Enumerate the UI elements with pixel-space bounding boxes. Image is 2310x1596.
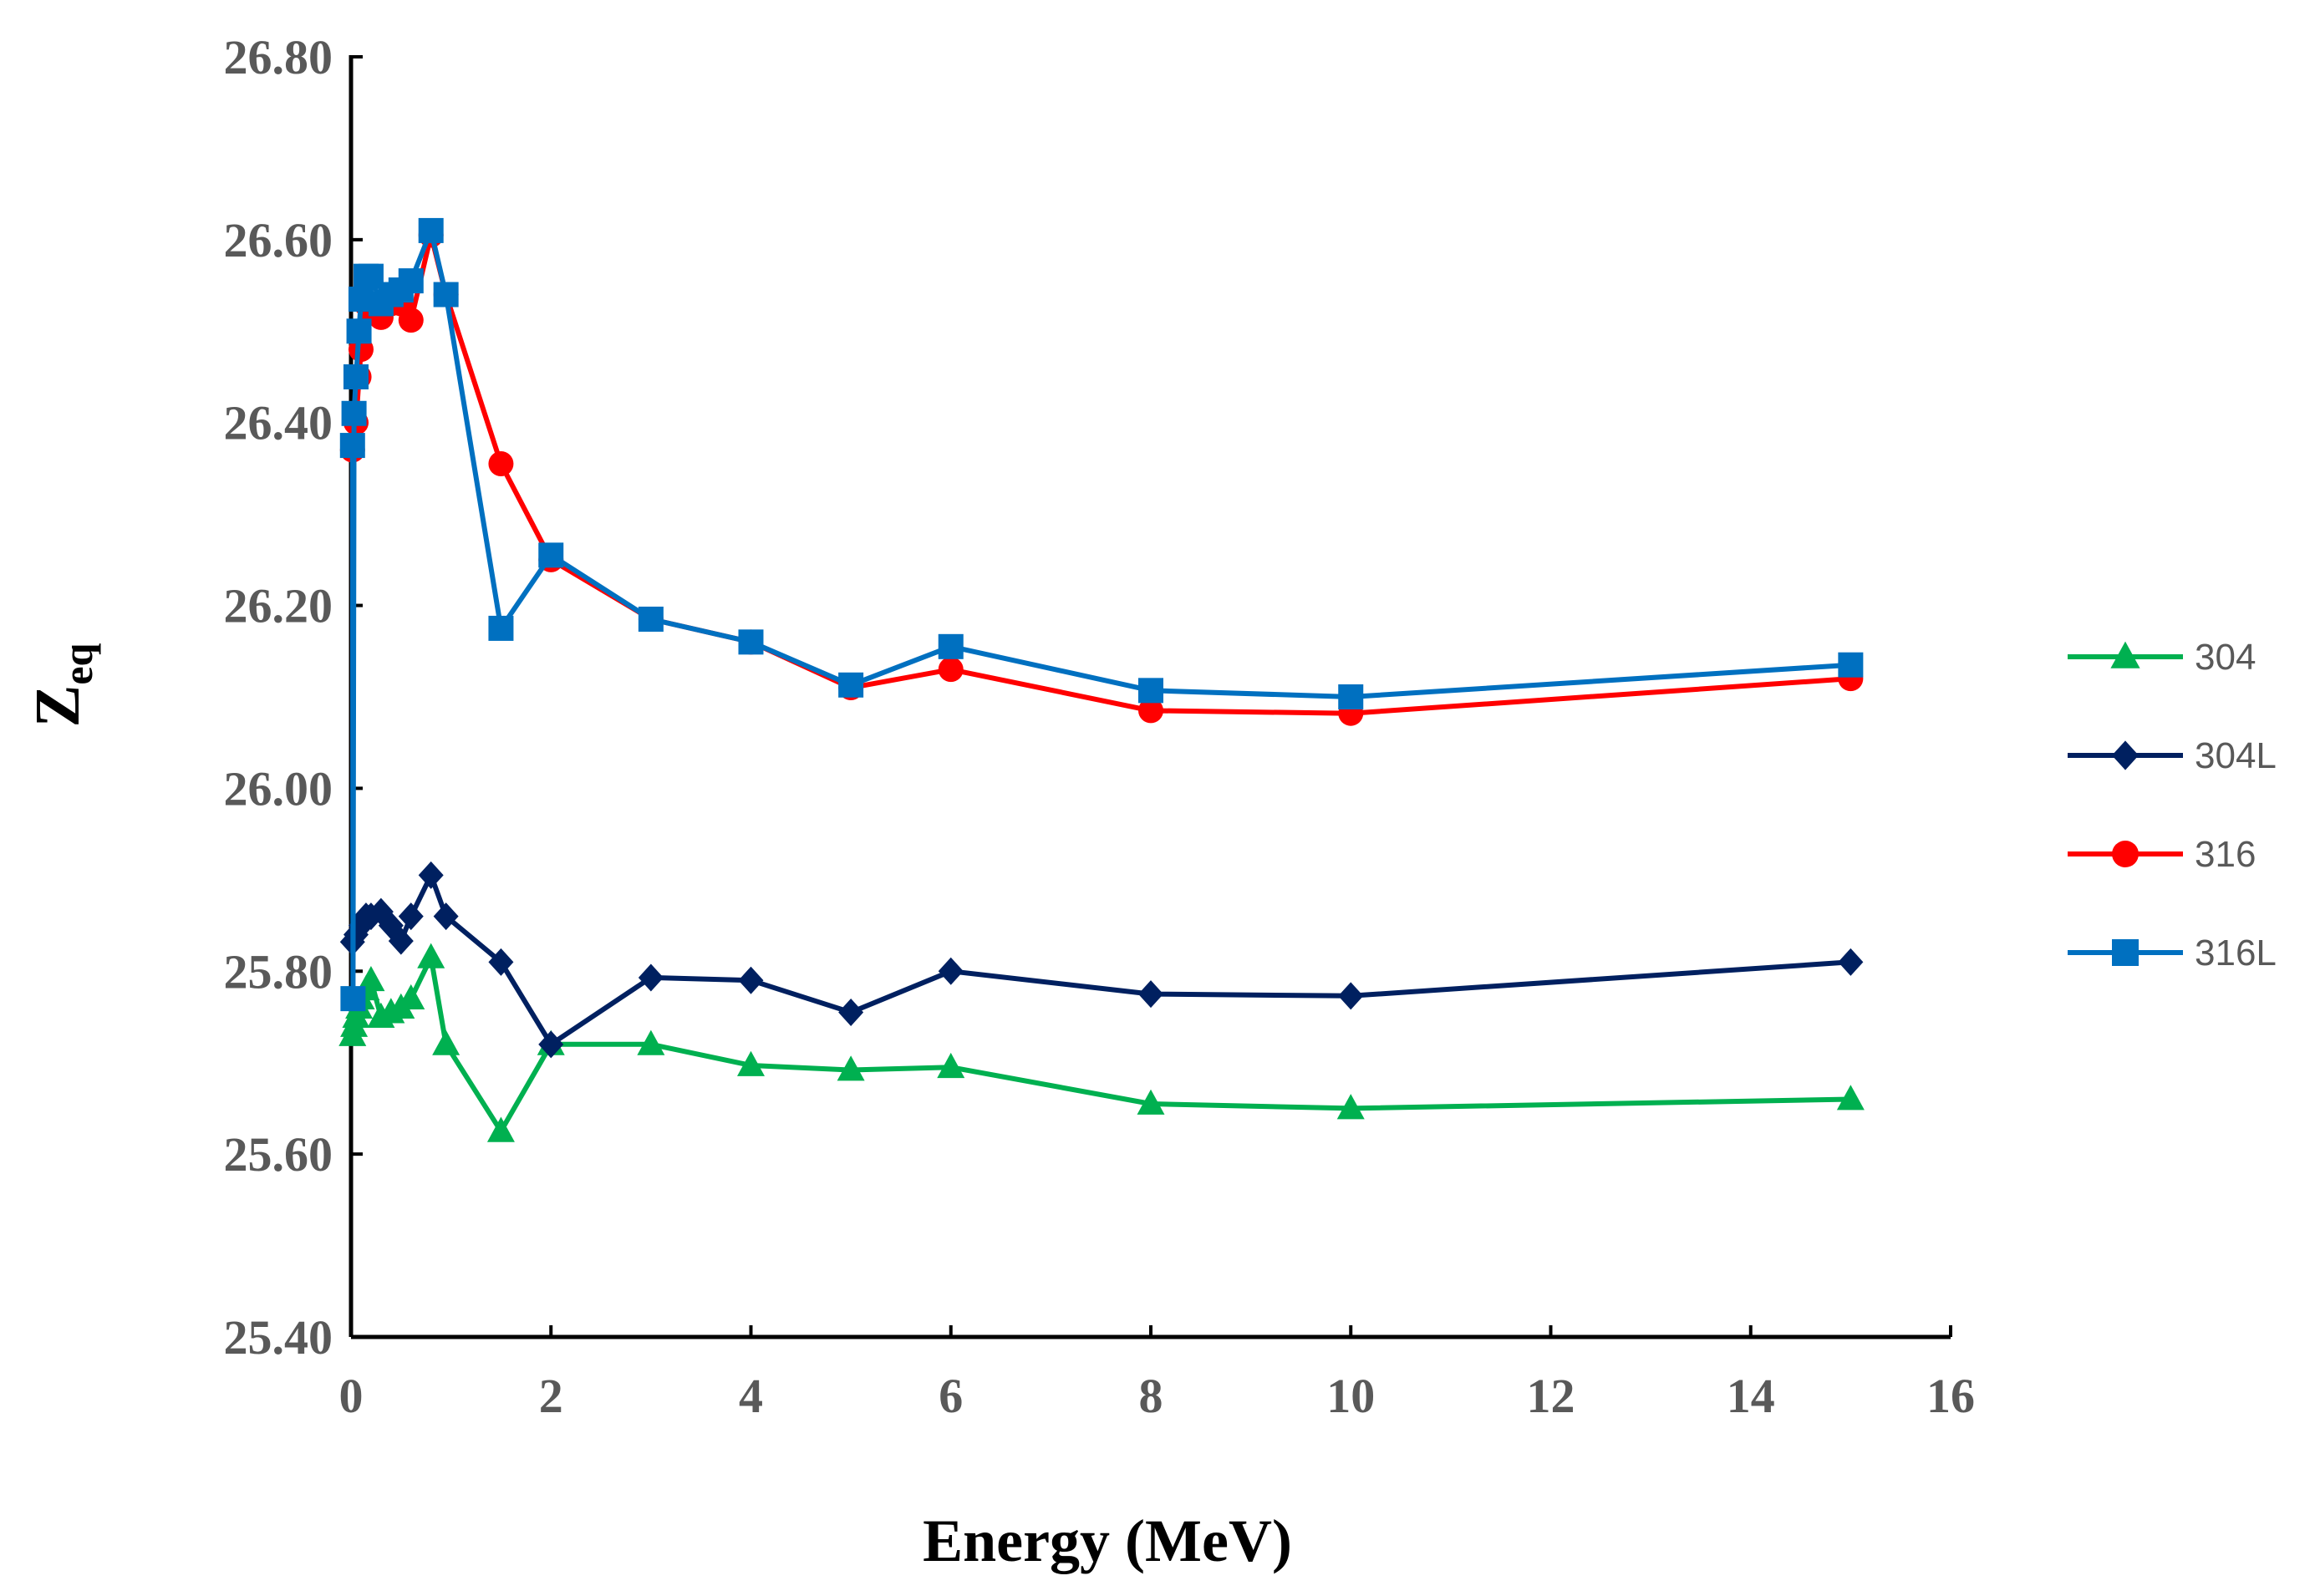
data-point-304L: [433, 902, 459, 931]
data-point-304L: [538, 1030, 564, 1059]
legend-item-316: 316: [2068, 834, 2256, 875]
data-point-316L: [638, 606, 664, 632]
x-tick-label: 10: [1326, 1369, 1375, 1423]
data-point-316L: [1338, 684, 1364, 709]
x-tick-label: 12: [1527, 1369, 1575, 1423]
data-point-304: [837, 1055, 865, 1081]
data-point-304: [417, 943, 445, 968]
legend-marker: [2112, 841, 2139, 867]
x-tick-label: 0: [339, 1369, 364, 1423]
data-point-304: [1336, 1094, 1365, 1120]
data-point-304L: [388, 927, 414, 955]
data-point-304: [397, 984, 425, 1010]
data-point-316: [398, 308, 424, 333]
legend: 304 304L 316 316L: [2068, 637, 2277, 973]
data-point-316L: [343, 364, 369, 389]
series-line-316L: [349, 227, 1851, 1002]
data-point-316L: [341, 400, 367, 426]
data-point-304: [1836, 1085, 1865, 1111]
legend-item-316L: 316L: [2068, 933, 2277, 973]
y-tick-label: 25.60: [224, 1127, 333, 1182]
data-point-304L: [938, 957, 964, 985]
data-point-304: [432, 1029, 460, 1055]
series-line-304: [349, 954, 1851, 1134]
y-tick-label: 25.80: [224, 944, 333, 999]
data-point-304L: [488, 948, 514, 976]
data-point-304: [357, 965, 385, 992]
y-axis-title-main: Z: [23, 685, 93, 728]
x-axis-title: Energy (MeV): [923, 1507, 1292, 1574]
data-point-316L: [398, 268, 424, 294]
y-tick-label: 26.20: [224, 579, 333, 633]
x-tick-label: 6: [939, 1369, 963, 1423]
y-tick-label: 25.40: [224, 1310, 333, 1365]
series-304: [338, 943, 1865, 1142]
data-point-316L: [1838, 652, 1864, 678]
data-point-316L: [346, 318, 372, 344]
legend-marker: [2112, 939, 2139, 966]
x-tick-label: 4: [739, 1369, 763, 1423]
legend-label: 304L: [2195, 735, 2277, 776]
data-point-316L: [340, 986, 366, 1012]
y-tick-label: 26.80: [224, 30, 333, 84]
data-point-304: [486, 1116, 515, 1142]
data-point-316: [938, 657, 964, 683]
data-point-304L: [638, 963, 664, 992]
data-point-304L: [418, 861, 444, 889]
data-point-304L: [1138, 980, 1163, 1009]
x-tick-label: 8: [1139, 1369, 1163, 1423]
data-point-304L: [838, 999, 864, 1027]
legend-item-304: 304: [2068, 637, 2256, 678]
data-point-316L: [1138, 678, 1163, 704]
data-point-316L: [339, 433, 365, 459]
data-point-304L: [738, 966, 764, 994]
data-point-304: [737, 1050, 765, 1076]
legend-marker: [2110, 641, 2140, 668]
data-point-316L: [433, 282, 459, 308]
y-tick-label: 26.40: [224, 396, 333, 450]
series-layer: [338, 217, 1865, 1142]
data-point-316: [488, 450, 514, 476]
data-point-316L: [488, 615, 514, 641]
x-tick-label: 16: [1926, 1369, 1975, 1423]
axes: 25.40 25.60 25.80 26.00 26.20 26.40 26.60 26.80…: [224, 30, 1976, 1423]
data-point-316L: [938, 633, 964, 659]
data-point-304: [937, 1052, 965, 1079]
y-axis-title: Zeq: [23, 643, 101, 727]
data-point-304: [1137, 1089, 1165, 1115]
series-304L: [339, 861, 1864, 1059]
legend-label: 304: [2195, 637, 2256, 678]
data-point-304L: [398, 902, 424, 931]
series-316: [339, 222, 1864, 726]
x-tick-label: 14: [1727, 1369, 1775, 1423]
data-point-316L: [418, 217, 444, 243]
data-point-304L: [1838, 948, 1864, 976]
data-point-316: [1138, 698, 1163, 724]
data-point-316L: [538, 542, 564, 568]
data-point-316L: [838, 672, 864, 698]
y-tick-label: 26.00: [224, 761, 333, 816]
x-tick-label: 2: [539, 1369, 563, 1423]
data-point-304: [637, 1029, 665, 1055]
legend-item-304L: 304L: [2068, 735, 2277, 776]
y-axis-title-sub: eq: [54, 643, 101, 684]
legend-marker: [2112, 740, 2139, 770]
legend-label: 316L: [2195, 933, 2277, 973]
series-line-316: [349, 232, 1851, 716]
data-point-304L: [1338, 982, 1364, 1010]
legend-label: 316: [2195, 834, 2256, 875]
series-line-304L: [350, 872, 1851, 1047]
series-316L: [339, 217, 1864, 1012]
y-tick-label: 26.60: [224, 213, 333, 267]
data-point-316L: [738, 629, 764, 655]
